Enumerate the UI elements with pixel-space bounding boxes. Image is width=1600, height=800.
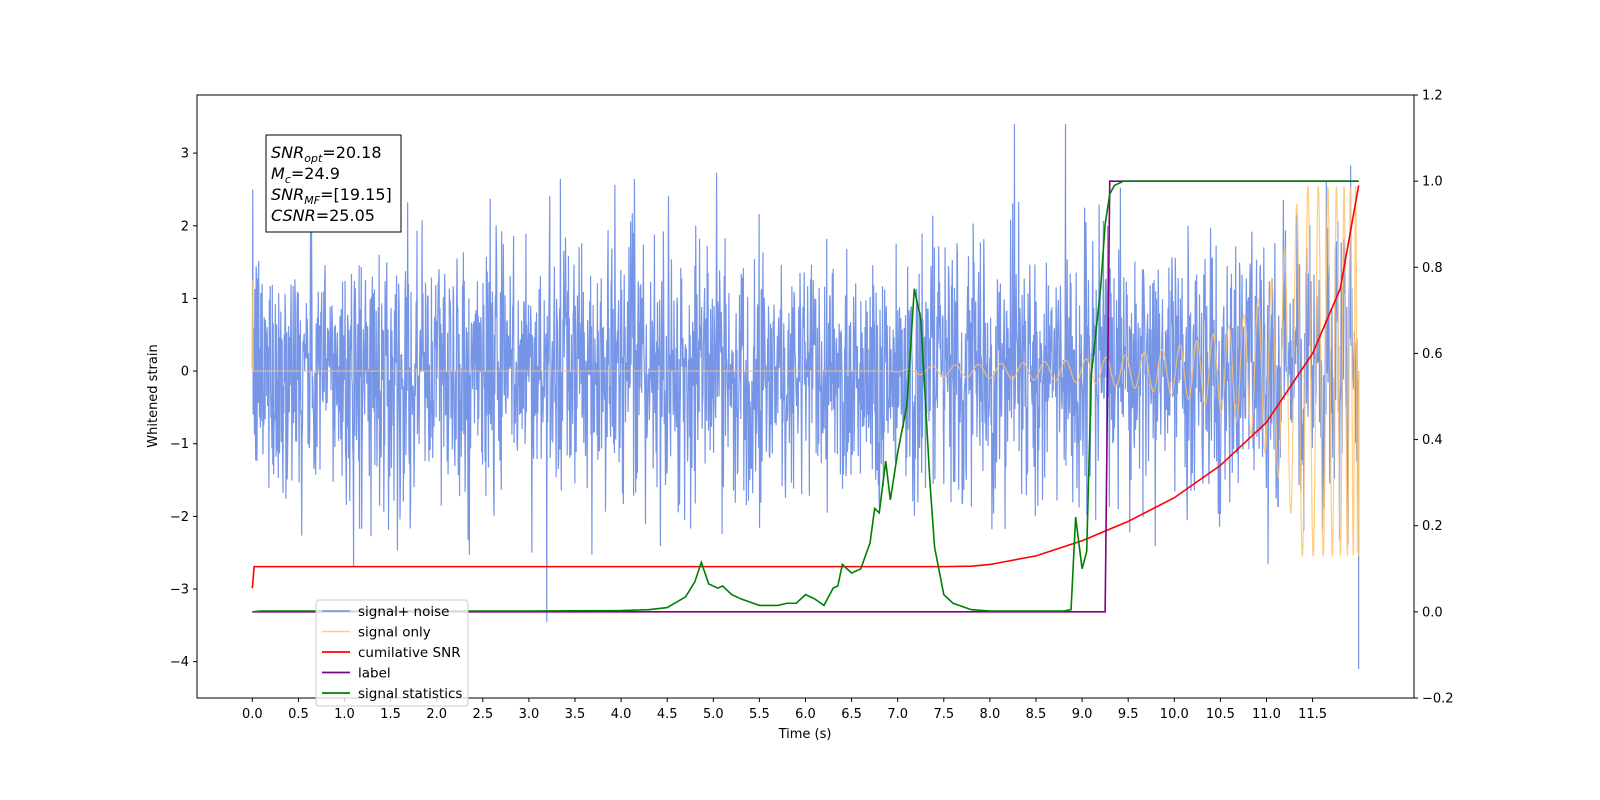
y-right-tick-label: −0.2 [1422, 692, 1454, 707]
x-tick-label: 6.0 [795, 707, 816, 722]
annotation-subscript: c [285, 173, 291, 186]
x-axis: 0.0 0.5 1.0 1.5 2.0 2.5 3.0 3.5 4.0 4.5 5.0 5.5 6.0 6… [242, 698, 1327, 722]
legend-label: signal statistics [358, 686, 462, 702]
y-left-tick-label: −4 [170, 655, 189, 670]
annotation-value: =25.05 [316, 206, 375, 225]
y-left-tick-label: 3 [181, 147, 189, 162]
x-tick-label: 11.0 [1252, 707, 1281, 722]
annotation-subscript: opt [304, 152, 323, 165]
plot-area [251, 124, 1360, 669]
annotation-value: =[19.15] [320, 185, 392, 204]
y-right-tick-label: 1.2 [1422, 89, 1443, 104]
legend-label: label [358, 666, 391, 682]
series-cumulative-snr-line [251, 185, 1360, 589]
annotation-symbol: M [271, 164, 285, 183]
annotation-symbol: CSNR [271, 206, 316, 225]
y-left-tick-label: −1 [170, 437, 189, 452]
x-tick-label: 6.5 [841, 707, 862, 722]
legend-item-signal-statistics: signal statistics [322, 686, 462, 702]
y-axis-label: Whitened strain [146, 344, 161, 447]
x-tick-label: 7.5 [933, 707, 954, 722]
legend-item-signal-only: signal only [322, 625, 431, 641]
x-tick-label: 5.0 [703, 707, 724, 722]
legend-frame [315, 599, 469, 707]
annotation-value: =20.18 [322, 143, 381, 162]
y-axis-left: 3 2 1 0 −1 −2 −3 −4 [170, 147, 197, 670]
annotation-box: SNRopt=20.18Mc=24.9SNRMF=[19.15]CSNR=25.… [265, 134, 402, 233]
x-tick-label: 8.0 [980, 707, 1001, 722]
x-axis-label: Time (s) [778, 727, 832, 742]
legend-item-label: label [322, 666, 391, 682]
y-left-tick-label: 2 [181, 219, 189, 234]
y-right-tick-label: 0.2 [1422, 519, 1443, 534]
annotation-frame [265, 134, 402, 233]
series-signal-statistics-line [252, 180, 1359, 613]
x-tick-label: 9.0 [1072, 707, 1093, 722]
x-tick-label: 0.5 [288, 707, 309, 722]
series-signal-noise-line [251, 124, 1360, 669]
x-tick-label: 4.5 [657, 707, 678, 722]
y-right-tick-label: 0.6 [1422, 347, 1443, 362]
x-tick-label: 3.0 [519, 707, 540, 722]
x-tick-label: 10.0 [1160, 707, 1189, 722]
legend-label: signal only [358, 625, 431, 641]
x-tick-label: 8.5 [1026, 707, 1047, 722]
annotation-value: =24.9 [291, 164, 340, 183]
y-left-tick-label: −2 [170, 510, 189, 525]
y-right-tick-label: 1.0 [1422, 175, 1443, 190]
y-right-tick-label: 0.0 [1422, 605, 1443, 620]
x-tick-label: 4.0 [611, 707, 632, 722]
legend-item-signal-noise: signal+ noise [322, 604, 449, 620]
x-tick-label: 1.5 [380, 707, 401, 722]
x-tick-label: 11.5 [1298, 707, 1327, 722]
x-tick-label: 2.0 [426, 707, 447, 722]
y-left-tick-label: 0 [181, 365, 189, 380]
y-left-tick-label: 1 [181, 292, 189, 307]
x-tick-label: 10.5 [1206, 707, 1235, 722]
annotation-line: Mc=24.9 [271, 164, 340, 186]
x-tick-label: 9.5 [1118, 707, 1139, 722]
legend-label: signal+ noise [358, 604, 449, 620]
annotation-symbol: SNR [271, 185, 304, 204]
legend: signal+ noise signal only cumilative SNR la… [315, 599, 469, 707]
annotation-line: SNRMF=[19.15] [271, 185, 392, 207]
x-tick-label: 3.5 [565, 707, 586, 722]
y-axis-right: 1.2 1.0 0.8 0.6 0.4 0.2 0.0 −0.2 [1414, 89, 1454, 707]
annotation-symbol: SNR [271, 143, 304, 162]
y-right-tick-label: 0.8 [1422, 261, 1443, 276]
y-left-tick-label: −3 [170, 583, 189, 598]
x-tick-label: 0.0 [242, 707, 263, 722]
y-right-tick-label: 0.4 [1422, 433, 1443, 448]
annotation-line: CSNR=25.05 [271, 206, 375, 225]
x-tick-label: 1.0 [334, 707, 355, 722]
series-signal-only-line [251, 185, 1360, 558]
annotation-subscript: MF [304, 194, 320, 207]
annotation-line: SNRopt=20.18 [271, 143, 382, 165]
legend-label: cumilative SNR [358, 645, 461, 661]
legend-item-cumulative-snr: cumilative SNR [322, 645, 461, 661]
x-tick-label: 2.5 [472, 707, 493, 722]
x-tick-label: 7.0 [887, 707, 908, 722]
x-tick-label: 5.5 [749, 707, 770, 722]
